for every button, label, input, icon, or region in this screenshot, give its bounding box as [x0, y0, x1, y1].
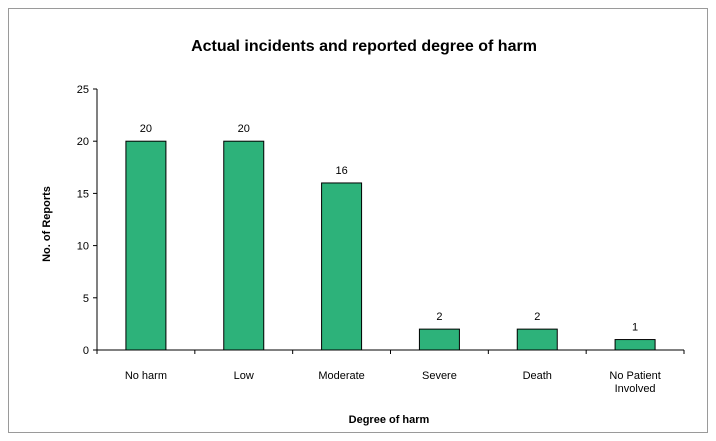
x-tick-label-line: Severe [422, 370, 457, 382]
bar-chart: Actual incidents and reported degree of … [41, 38, 685, 426]
x-tick-label-line: No Patient [609, 370, 660, 382]
data-label: 1 [632, 322, 638, 334]
x-tick-label-line: Moderate [318, 370, 364, 382]
x-tick-label: No Patient Involved [609, 370, 660, 395]
x-tick-label: Severe [422, 370, 457, 382]
y-tick-label: 15 [77, 188, 89, 200]
x-tick-label-line: No harm [125, 370, 167, 382]
y-tick-label: 10 [77, 241, 89, 253]
x-tick-label-line: Involved [615, 383, 656, 395]
y-axis-ticks: 0 5 10 15 20 25 [77, 84, 97, 357]
x-tick-label-line: Death [523, 370, 552, 382]
bars [125, 140, 656, 351]
x-tick-label: Low [234, 370, 254, 382]
x-tick-label: No harm [125, 370, 167, 382]
y-tick-label: 20 [77, 136, 89, 148]
x-tick-label: Moderate [318, 370, 364, 382]
bar [614, 339, 656, 351]
x-axis-label: Degree of harm [349, 414, 430, 426]
y-tick-label: 25 [77, 84, 89, 96]
bar [223, 140, 265, 351]
data-label: 20 [238, 123, 250, 135]
data-labels: 20 20 16 2 2 1 [140, 123, 638, 333]
x-tick-label-line: Low [234, 370, 254, 382]
bar [516, 328, 558, 351]
y-axis-label: No. of Reports [41, 186, 53, 262]
chart-title: Actual incidents and reported degree of … [191, 38, 537, 55]
x-axis-ticks: No harm Low Moderate Severe Death No Patient I… [96, 350, 685, 395]
axes [96, 89, 684, 351]
x-tick-label: Death [523, 370, 552, 382]
data-label: 16 [335, 165, 347, 177]
y-tick-label: 0 [83, 345, 89, 357]
bar [125, 140, 167, 351]
data-label: 20 [140, 123, 152, 135]
bar [321, 182, 363, 351]
data-label: 2 [436, 311, 442, 323]
data-label: 2 [534, 311, 540, 323]
bar [418, 328, 460, 351]
chart-frame: Actual incidents and reported degree of … [8, 8, 708, 433]
y-tick-label: 5 [83, 293, 89, 305]
